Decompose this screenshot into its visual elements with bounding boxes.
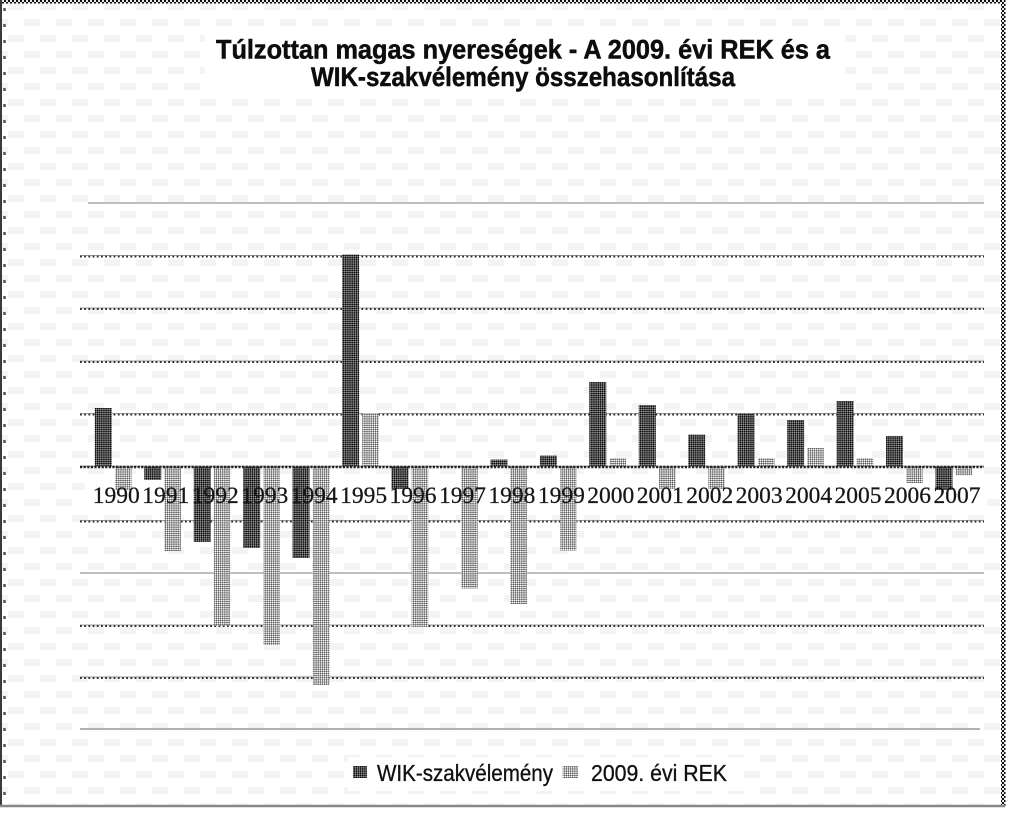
svg-text:2009. évi REK: 2009. évi REK (591, 760, 727, 786)
svg-text:2007: 2007 (934, 483, 981, 509)
svg-text:2000: 2000 (587, 483, 634, 509)
svg-text:1994: 1994 (291, 483, 338, 509)
svg-text:WIK-szakvélemény: WIK-szakvélemény (377, 760, 553, 786)
svg-text:1998: 1998 (488, 483, 535, 509)
svg-text:1997: 1997 (439, 483, 486, 509)
svg-text:1990: 1990 (93, 483, 140, 509)
svg-text:2005: 2005 (835, 483, 882, 509)
svg-text:2001: 2001 (637, 483, 684, 509)
svg-text:WIK-szakvélemény összehasonlít: WIK-szakvélemény összehasonlítása (311, 63, 736, 92)
svg-text:1993: 1993 (241, 483, 288, 509)
svg-text:1992: 1992 (192, 483, 239, 509)
svg-text:Túlzottan magas nyereségek - A: Túlzottan magas nyereségek - A 2009. évi… (216, 36, 831, 65)
svg-text:2006: 2006 (884, 483, 931, 509)
svg-text:2004: 2004 (785, 483, 832, 509)
svg-text:2003: 2003 (736, 483, 783, 509)
svg-text:2002: 2002 (686, 483, 733, 509)
svg-text:1995: 1995 (340, 483, 387, 509)
svg-text:1996: 1996 (390, 483, 437, 509)
svg-text:1999: 1999 (538, 483, 585, 509)
svg-text:1991: 1991 (142, 483, 189, 509)
